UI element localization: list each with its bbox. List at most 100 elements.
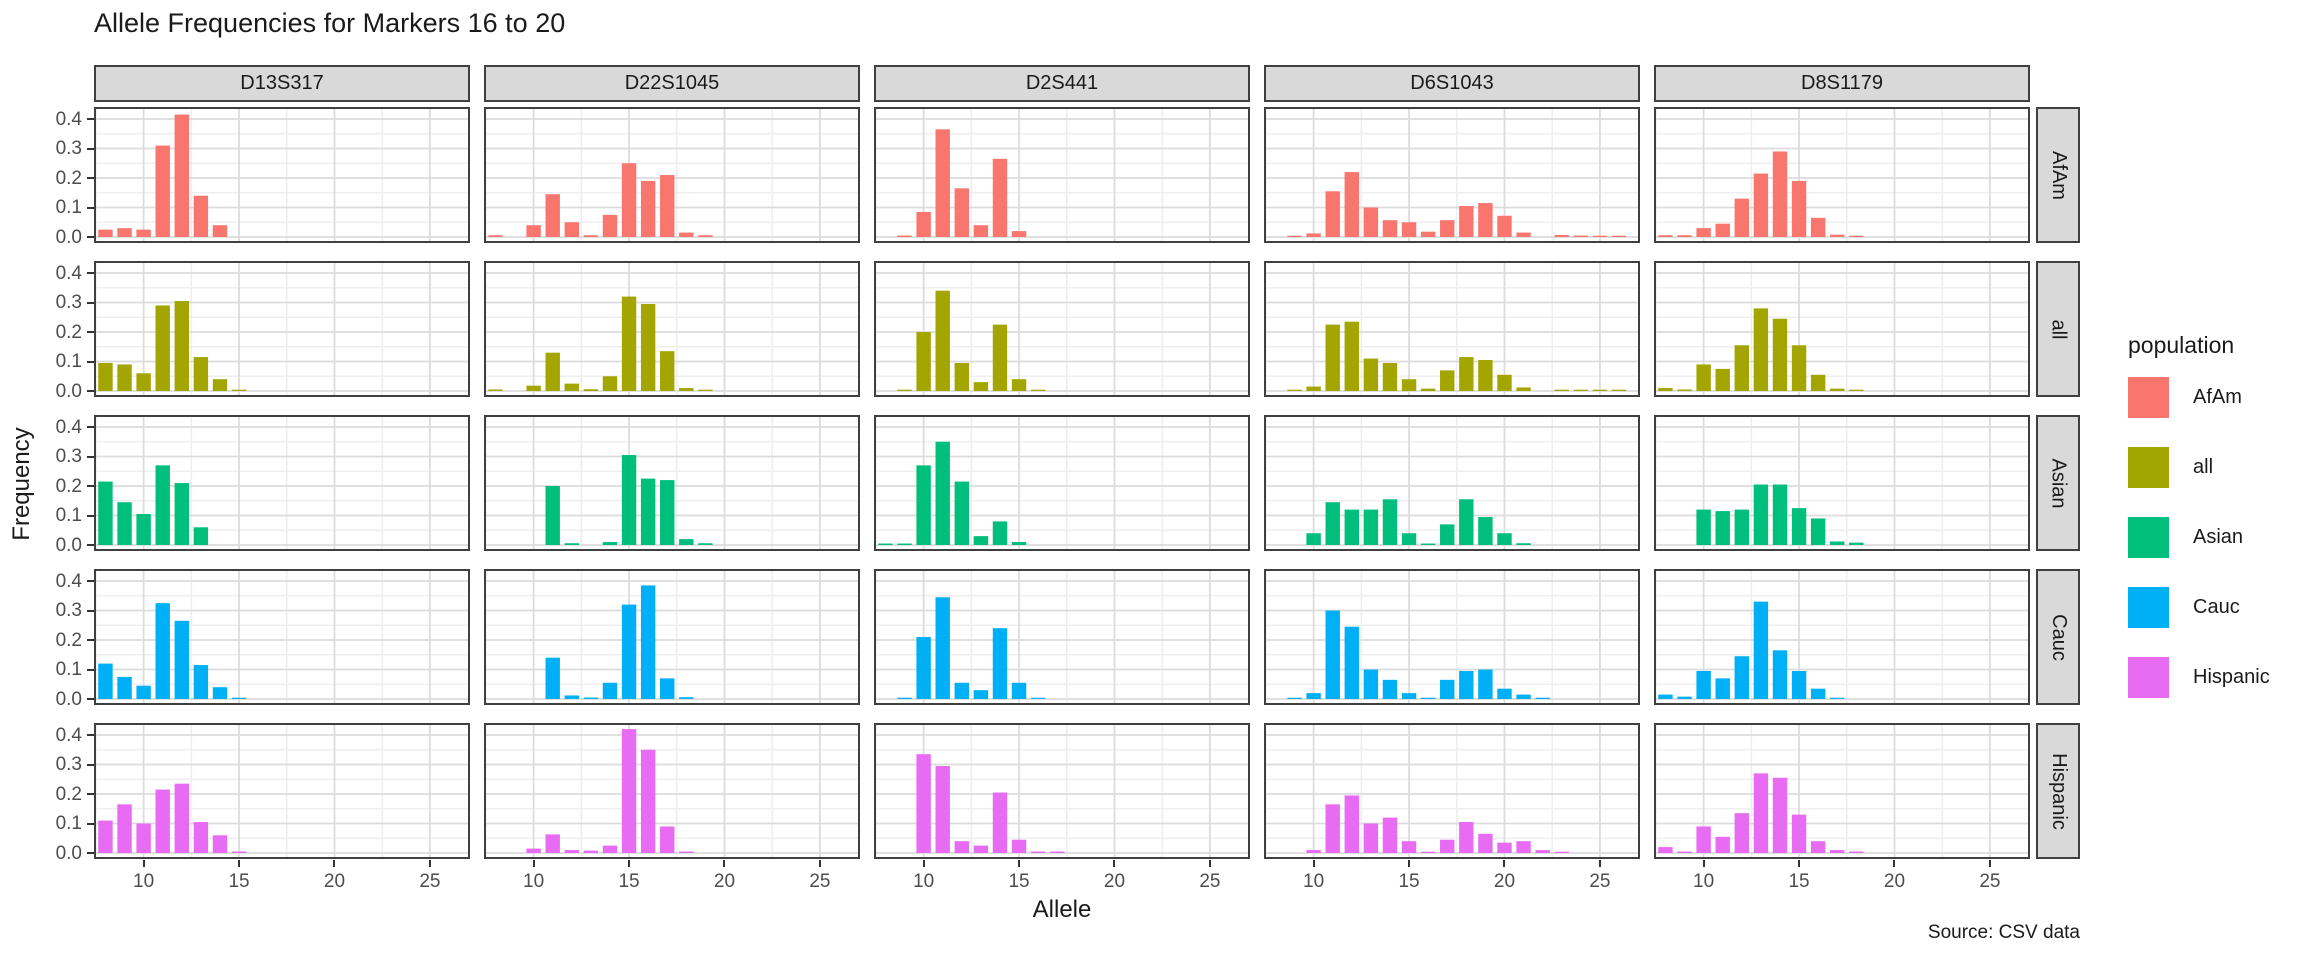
panel-svg bbox=[1264, 723, 1640, 859]
bar-allele-8 bbox=[98, 229, 113, 237]
bar-allele-10 bbox=[1696, 670, 1711, 699]
panel-d22s1045-asian bbox=[484, 415, 860, 551]
panel-d8s1179-cauc bbox=[1654, 569, 2030, 705]
bar-allele-12 bbox=[954, 362, 969, 391]
panel-d2s441-asian bbox=[874, 415, 1250, 551]
bar-allele-19 bbox=[1478, 669, 1493, 699]
legend-item-all: all bbox=[2128, 447, 2270, 488]
bar-allele-18 bbox=[1849, 235, 1864, 237]
bar-allele-15 bbox=[1791, 508, 1807, 545]
bar-allele-16 bbox=[1810, 688, 1826, 699]
bar-allele-22 bbox=[1535, 850, 1550, 853]
bar-allele-13 bbox=[583, 235, 599, 237]
bar-allele-12 bbox=[1344, 626, 1359, 699]
panel-d2s441-hispanic bbox=[874, 723, 1250, 859]
bar-allele-13 bbox=[973, 382, 989, 391]
y-tick bbox=[87, 544, 94, 546]
x-tick bbox=[723, 860, 726, 867]
bar-allele-17 bbox=[660, 480, 675, 545]
bar-allele-16 bbox=[1810, 217, 1826, 237]
bar-allele-14 bbox=[1382, 499, 1398, 545]
bar-allele-23 bbox=[1554, 389, 1569, 391]
panel-svg bbox=[1264, 107, 1640, 243]
y-tick bbox=[87, 147, 94, 150]
bar-allele-24 bbox=[1573, 389, 1589, 391]
panel-d22s1045-all bbox=[484, 261, 860, 397]
bar-allele-14 bbox=[602, 682, 618, 699]
facet-row-strip-label: Asian bbox=[2047, 457, 2070, 509]
bar-allele-15 bbox=[1401, 222, 1417, 237]
bar-allele-11 bbox=[1325, 191, 1340, 237]
panel-d13s317-all bbox=[94, 261, 470, 397]
bar-allele-11 bbox=[935, 129, 950, 237]
bar-allele-13 bbox=[973, 536, 989, 545]
x-tick-label: 20 bbox=[713, 871, 736, 892]
bar-allele-8 bbox=[1658, 694, 1673, 699]
facet-row-strip-hispanic: Hispanic bbox=[2036, 723, 2080, 859]
bar-allele-14 bbox=[1382, 362, 1398, 391]
bar-allele-13 bbox=[1363, 669, 1379, 699]
y-tick bbox=[87, 734, 94, 736]
bar-allele-10 bbox=[1696, 364, 1711, 391]
bar-allele-15 bbox=[1011, 379, 1027, 391]
bar-allele-8 bbox=[1658, 388, 1673, 391]
x-tick-label: 25 bbox=[1979, 871, 2001, 892]
bar-allele-10 bbox=[1306, 233, 1321, 237]
bar-allele-9 bbox=[1287, 697, 1302, 699]
x-tick-label: 15 bbox=[1788, 871, 1810, 892]
panel-svg bbox=[484, 261, 860, 397]
bar-allele-16 bbox=[640, 478, 656, 545]
x-tick-label: 15 bbox=[618, 871, 640, 892]
x-tick-label: 25 bbox=[1589, 871, 1611, 892]
y-tick-label: 0.4 bbox=[55, 108, 82, 130]
panel-svg bbox=[874, 569, 1250, 705]
bar-allele-14 bbox=[1382, 679, 1398, 699]
bar-allele-14 bbox=[992, 792, 1008, 853]
bar-allele-10 bbox=[1306, 693, 1321, 699]
y-tick-label: 0.1 bbox=[55, 197, 82, 218]
bar-allele-11 bbox=[935, 597, 950, 699]
bar-allele-16 bbox=[1030, 697, 1046, 699]
bar-allele-12 bbox=[1344, 172, 1359, 237]
bar-allele-17 bbox=[1830, 234, 1845, 237]
panel-d13s317-afam bbox=[94, 107, 470, 243]
bar-allele-17 bbox=[1830, 850, 1845, 853]
bar-allele-18 bbox=[1459, 206, 1474, 237]
bar-allele-20 bbox=[1497, 842, 1512, 853]
panel-svg bbox=[484, 107, 860, 243]
bar-allele-12 bbox=[1734, 198, 1749, 237]
bar-allele-14 bbox=[602, 214, 618, 237]
bar-allele-12 bbox=[954, 841, 969, 853]
bar-allele-9 bbox=[1287, 235, 1302, 237]
bar-allele-10 bbox=[916, 465, 931, 545]
panel-d6s1043-hispanic bbox=[1264, 723, 1640, 859]
panel-d6s1043-asian bbox=[1264, 415, 1640, 551]
panel-d6s1043-cauc bbox=[1264, 569, 1640, 705]
bar-allele-10 bbox=[526, 385, 541, 391]
panel-svg bbox=[94, 415, 470, 551]
x-tick-label: 10 bbox=[1693, 871, 1715, 892]
y-tick-label: 0.1 bbox=[55, 659, 82, 680]
legend-items: AfAm all Asian Cauc Hispanic bbox=[2128, 377, 2270, 698]
bar-allele-11 bbox=[935, 441, 950, 545]
y-tick bbox=[87, 763, 94, 766]
bar-allele-13 bbox=[1753, 308, 1769, 391]
y-tick-label: 0.2 bbox=[55, 629, 82, 651]
x-tick bbox=[1113, 860, 1116, 867]
facet-column-strip-d13s317: D13S317 bbox=[94, 65, 470, 102]
bar-allele-18 bbox=[679, 539, 694, 545]
bar-allele-25 bbox=[1592, 389, 1608, 391]
x-tick-label: 25 bbox=[1199, 871, 1221, 892]
panel-svg bbox=[1264, 261, 1640, 397]
bar-allele-18 bbox=[1849, 542, 1864, 545]
y-tick bbox=[87, 609, 94, 612]
bar-allele-18 bbox=[679, 232, 694, 237]
y-tick-label: 0.0 bbox=[55, 688, 82, 710]
y-tick-label: 0.4 bbox=[55, 262, 82, 284]
source-caption: Source: CSV data bbox=[1927, 922, 2080, 943]
bar-allele-18 bbox=[1459, 499, 1474, 545]
bar-allele-15 bbox=[231, 389, 247, 391]
bar-allele-15 bbox=[1401, 533, 1417, 545]
y-tick bbox=[87, 455, 94, 458]
